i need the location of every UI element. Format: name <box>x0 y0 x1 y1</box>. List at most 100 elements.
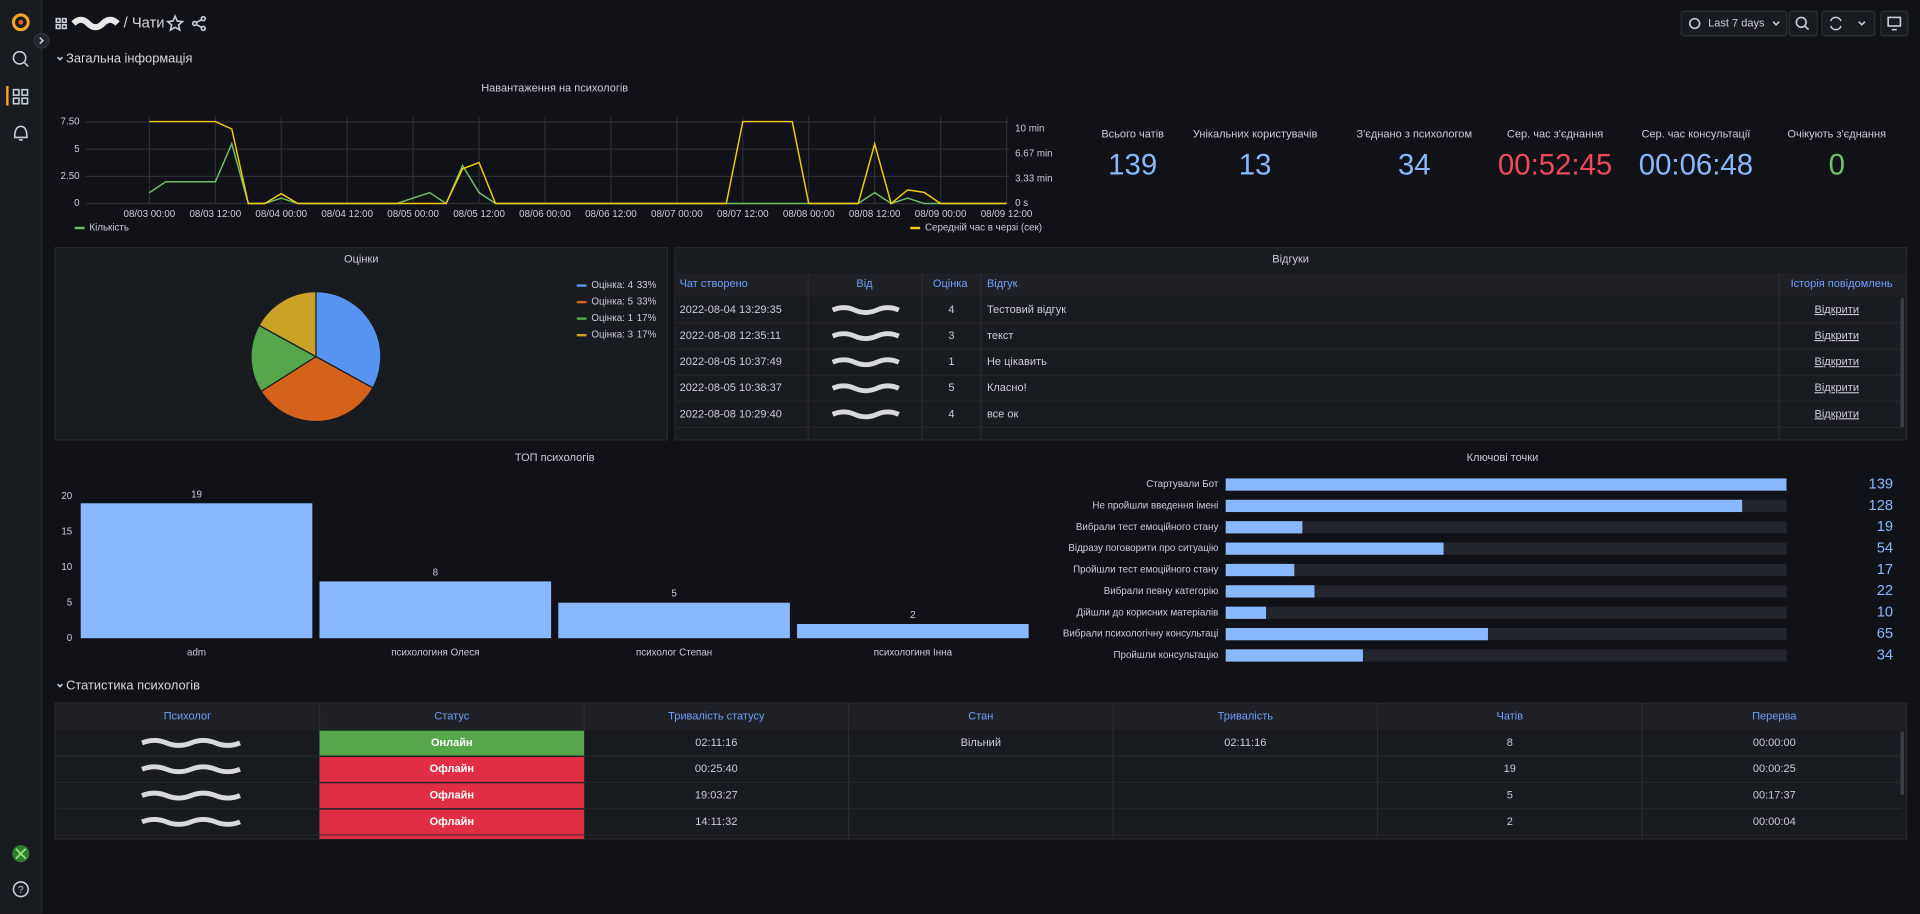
cell: 00:25:40 <box>695 763 738 775</box>
x-tick-label: adm <box>187 648 206 659</box>
x-tick-label: психологиня Олеся <box>391 648 479 659</box>
dashboards-icon[interactable] <box>12 88 29 105</box>
stat-label: З'єднано з психологом <box>1356 127 1473 140</box>
cell: 00:00:00 <box>1753 737 1796 749</box>
star-button[interactable] <box>165 14 185 32</box>
row-label: Пройшли консультацію <box>1113 650 1218 661</box>
link[interactable]: Відкрити <box>1814 382 1859 394</box>
data-label: 10 <box>1877 605 1893 621</box>
y-tick-label: 5 <box>74 144 80 155</box>
cell: Вільний <box>961 737 1001 749</box>
y-tick-label: 7.50 <box>61 117 81 128</box>
bar-track <box>1225 606 1787 619</box>
status-cell <box>319 783 585 809</box>
cell: Офлайн <box>430 763 474 775</box>
redacted-name <box>831 331 900 342</box>
section-title: Статистика психологів <box>66 677 200 692</box>
bar <box>558 602 790 639</box>
stat-value: 00:52:45 <box>1498 149 1612 182</box>
column-header: Психолог <box>164 710 212 722</box>
row-label: Дійшли до корисних матеріалів <box>1077 607 1219 618</box>
column-header: Оцінка <box>933 278 968 290</box>
pie-slice <box>250 324 318 393</box>
cell: Класно! <box>987 382 1027 394</box>
user-avatar[interactable] <box>12 845 30 863</box>
x-tick-label: 08/09 12:00 <box>981 209 1033 220</box>
section-header[interactable]: Загальна інформація <box>56 50 193 65</box>
bar-track <box>1225 521 1787 534</box>
y-tick-label: 15 <box>61 526 72 537</box>
share-button[interactable] <box>191 15 207 32</box>
tv-mode-button[interactable] <box>1880 10 1909 37</box>
x-tick-label: 08/03 00:00 <box>124 209 176 220</box>
panel-title: Навантаження на психологів <box>481 82 628 94</box>
cell: 2022-08-04 13:29:35 <box>680 304 782 316</box>
search-icon[interactable] <box>12 50 29 67</box>
column-header: Історія повідомлень <box>1791 278 1893 290</box>
help-icon[interactable]: ? <box>12 881 29 898</box>
stat-label: Унікальних користувачів <box>1192 127 1318 140</box>
status-cell <box>319 809 585 835</box>
row-label: Вибрали певну категорію <box>1104 586 1219 597</box>
legend-label: Оцінка: 4 <box>591 280 633 291</box>
y2-tick-label: 10 min <box>1015 124 1044 135</box>
cell: 5 <box>948 382 954 394</box>
alerts-icon[interactable] <box>13 125 28 141</box>
column-header: Перерва <box>1752 710 1797 722</box>
redacted-name <box>141 738 241 748</box>
grafana-logo[interactable] <box>11 13 30 32</box>
column-header: Чат створено <box>680 278 748 290</box>
legend-label: Оцінка: 1 <box>591 313 633 324</box>
redacted-name <box>141 790 241 801</box>
column-header: Від <box>856 278 873 290</box>
cell: Офлайн <box>430 789 474 801</box>
row-label: Вибрали психологічну консультаці <box>1063 629 1219 640</box>
y-tick-label: 20 <box>61 491 72 502</box>
cell: 00:00:04 <box>1753 816 1796 828</box>
data-label: 5 <box>671 589 677 600</box>
link[interactable]: Відкрити <box>1814 356 1859 368</box>
data-label: 65 <box>1877 626 1893 642</box>
stat-value: 139 <box>1108 149 1157 182</box>
bar <box>1225 585 1315 598</box>
refresh-button[interactable] <box>1821 10 1876 37</box>
x-tick-label: 08/08 00:00 <box>783 209 835 220</box>
data-label: 54 <box>1877 541 1893 557</box>
x-tick-label: 08/06 12:00 <box>585 209 637 220</box>
zoom-out-button[interactable] <box>1788 10 1818 37</box>
x-tick-label: 08/07 12:00 <box>717 209 769 220</box>
x-tick-label: 08/07 00:00 <box>651 209 703 220</box>
legend-label: Оцінка: 5 <box>591 297 633 308</box>
cell: 19 <box>1504 763 1516 775</box>
link[interactable]: Відкрити <box>1814 304 1859 316</box>
dashboard-title: / Чати <box>124 15 165 31</box>
redacted-name <box>831 383 900 394</box>
cell: Офлайн <box>430 816 474 828</box>
link[interactable]: Відкрити <box>1814 408 1859 420</box>
bar-track <box>1225 563 1787 577</box>
expand-sidebar-button[interactable] <box>33 32 50 49</box>
link[interactable]: Відкрити <box>1814 330 1859 342</box>
pie-slice <box>258 291 317 358</box>
legend-label: Оцінка: 3 <box>591 330 633 341</box>
row-label: Пройшли тест емоційного стану <box>1073 565 1218 576</box>
time-picker[interactable]: Last 7 days <box>1680 10 1788 37</box>
data-label: 17 <box>1877 562 1893 578</box>
bar <box>80 503 313 639</box>
bar <box>797 624 1029 639</box>
x-tick-label: 08/05 12:00 <box>453 209 505 220</box>
column-header: Статус <box>434 710 469 722</box>
cell: 14:11:32 <box>695 816 737 828</box>
cell: Не цікавить <box>987 356 1047 368</box>
stat-label-box: З'єднано з психологом <box>1356 127 1473 140</box>
legend-value: 17% <box>637 330 657 341</box>
data-label: 19 <box>1877 519 1893 535</box>
cell: 00:00:25 <box>1753 763 1796 775</box>
section-header[interactable]: Статистика психологів <box>56 677 201 692</box>
stat-label: Сер. час з'єднання <box>1506 127 1604 140</box>
legend-swatch <box>576 300 587 304</box>
data-label: 139 <box>1869 476 1894 492</box>
data-label: 22 <box>1877 583 1893 599</box>
cell: 4 <box>948 408 954 420</box>
